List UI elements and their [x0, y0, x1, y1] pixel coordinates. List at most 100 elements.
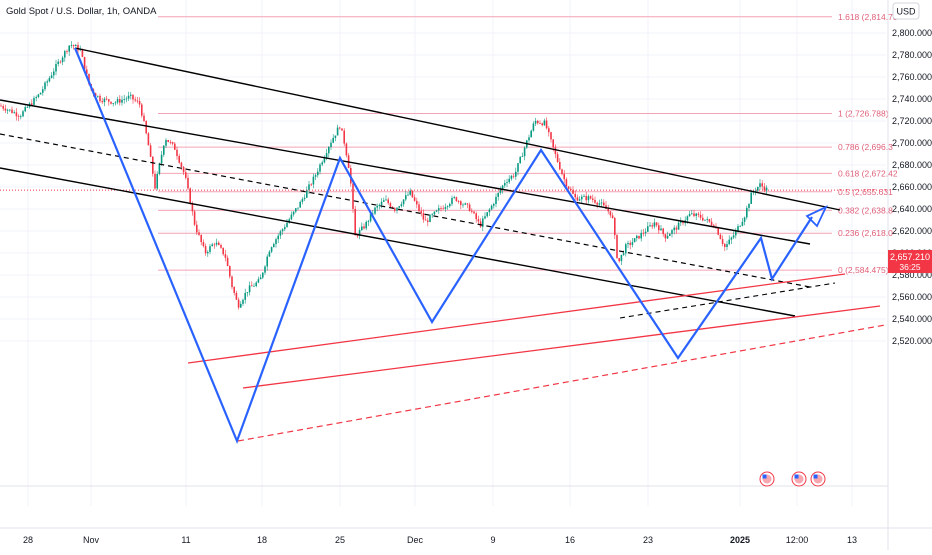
- candle-body: [147, 133, 150, 146]
- candle-body: [407, 194, 409, 196]
- candle-body: [673, 227, 675, 231]
- candle-body: [706, 219, 708, 220]
- fib-level-label: 0.236 (2,618.0: [838, 228, 893, 238]
- candle-body: [189, 188, 191, 205]
- candle-body: [295, 208, 297, 212]
- candle-body: [70, 45, 73, 46]
- candle-body: [50, 75, 53, 78]
- candle-body: [169, 141, 172, 143]
- us-flag-icon[interactable]: [791, 471, 807, 487]
- candle-body: [457, 201, 460, 202]
- y-tick-label: 2,700.000: [892, 138, 932, 148]
- candle-body: [17, 116, 20, 117]
- candle-body: [301, 199, 304, 202]
- candle-body: [763, 186, 766, 191]
- candle-body: [424, 219, 427, 221]
- y-tick-label: 2,640.000: [892, 204, 932, 214]
- y-tick-label: 2,660.000: [892, 182, 932, 192]
- candle-body: [567, 186, 570, 189]
- candle-body: [356, 235, 359, 237]
- candle-body: [242, 299, 244, 304]
- candle-body: [46, 81, 48, 83]
- candle-body: [411, 190, 414, 198]
- candle-body: [400, 204, 403, 207]
- candle-body: [387, 199, 389, 204]
- candle-body: [537, 120, 539, 124]
- candle-body: [196, 224, 198, 233]
- candle-body: [592, 198, 594, 200]
- candle-body: [572, 190, 574, 194]
- candle-body: [530, 130, 532, 138]
- candle-body: [394, 208, 396, 211]
- us-flag-icon[interactable]: [759, 471, 775, 487]
- candle-body: [380, 201, 383, 205]
- currency-button-frame[interactable]: [892, 2, 920, 20]
- candle-body: [66, 51, 68, 52]
- candle-body: [145, 121, 147, 134]
- economic-event-flags[interactable]: [759, 471, 826, 487]
- fib-level-label: 0.382 (2,638.8: [838, 205, 893, 215]
- candle-body: [55, 64, 57, 72]
- candle-body: [534, 120, 537, 124]
- us-flag-icon[interactable]: [810, 471, 826, 487]
- candle-body: [644, 231, 647, 234]
- candle-body: [108, 99, 110, 102]
- x-tick-label: Nov: [83, 535, 100, 545]
- candle-body: [662, 228, 664, 235]
- zigzag-projection-path: [73, 47, 813, 445]
- candle-body: [565, 179, 568, 187]
- candle-body: [761, 183, 763, 187]
- candle-body: [22, 111, 24, 117]
- x-tick-label: 16: [565, 535, 575, 545]
- candle-body: [339, 127, 341, 129]
- currency-button[interactable]: USD: [896, 7, 916, 17]
- candle-body: [543, 120, 546, 126]
- candle-body: [528, 137, 530, 141]
- candle-body: [358, 230, 361, 236]
- candle-body: [79, 49, 81, 51]
- candle-body: [233, 287, 235, 293]
- candle-body: [281, 229, 284, 232]
- x-tick-label: 9: [490, 535, 495, 545]
- candle-body: [332, 137, 334, 143]
- candle-body: [521, 156, 524, 157]
- candle-body: [61, 57, 64, 63]
- candle-body: [699, 214, 702, 218]
- candle-body: [257, 279, 260, 283]
- candle-body: [378, 204, 381, 206]
- candle-body: [497, 192, 499, 197]
- candle-body: [59, 61, 62, 63]
- candle-body: [94, 93, 97, 97]
- candle-body: [675, 227, 678, 230]
- candle-body: [682, 221, 684, 224]
- candle-body: [138, 101, 141, 105]
- fib-level-label: 0.786 (2,696.3: [838, 142, 893, 152]
- candle-body: [583, 195, 585, 197]
- candle-body: [143, 115, 145, 122]
- candle-body: [636, 235, 638, 239]
- candle-body: [290, 214, 293, 220]
- candle-body: [574, 193, 576, 198]
- candle-body: [640, 232, 642, 239]
- candle-body: [4, 108, 7, 111]
- candle-body: [321, 162, 323, 165]
- fib-level-label: 1.618 (2,814.73: [838, 12, 898, 22]
- candle-body: [292, 211, 295, 215]
- candle-body: [211, 244, 213, 247]
- candle-body: [726, 244, 728, 247]
- candle-body: [325, 153, 328, 158]
- candle-body: [620, 254, 623, 262]
- candle-body: [127, 95, 130, 99]
- candle-body: [314, 175, 317, 177]
- candle-body: [757, 187, 759, 191]
- candle-body: [123, 99, 125, 100]
- candle-body: [367, 221, 370, 223]
- descending-channel-median-dashed: [0, 133, 811, 288]
- candle-body: [248, 285, 251, 293]
- candle-body: [24, 107, 26, 112]
- candle-body: [631, 242, 634, 245]
- candle-body: [200, 234, 202, 243]
- candle-body: [552, 139, 554, 148]
